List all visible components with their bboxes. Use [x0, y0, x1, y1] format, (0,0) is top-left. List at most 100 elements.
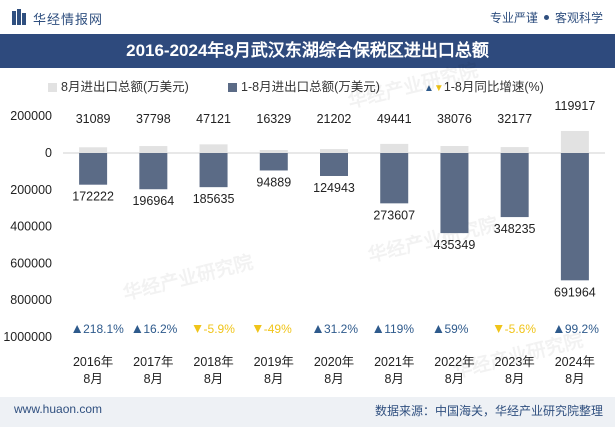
- tagline: 专业严谨 客观科学: [490, 9, 603, 26]
- monthly-bar-2: [199, 144, 228, 153]
- chart-title: 2016-2024年8月武汉东湖综合保税区进出口总额: [126, 41, 489, 60]
- growth-value-label-5: 119%: [384, 322, 414, 336]
- data-source: 数据来源：中国海关，华经产业研究院整理: [374, 404, 603, 418]
- growth-down-triangle-icon-2: [193, 325, 202, 333]
- monthly-value-label-6: 38076: [437, 112, 472, 126]
- y-tick-label-5: 800000: [10, 293, 52, 307]
- legend-cumulative-swatch: [228, 83, 237, 92]
- growth-up-triangle-icon-8: [554, 325, 563, 333]
- brand-name: 华经情报网: [33, 12, 104, 27]
- tagline-2: 客观科学: [554, 11, 603, 25]
- cumulative-value-label-2: 185635: [193, 192, 235, 206]
- monthly-bar-0: [79, 147, 108, 153]
- chart-legend: 8月进出口总额(万美元) 1-8月进出口总额(万美元) ▲▼1-8月同比增速(%…: [0, 74, 615, 94]
- monthly-value-label-8: 119917: [554, 99, 595, 113]
- x-tick-year-8: 2024年: [555, 355, 595, 369]
- top-bar: 华经情报网 专业严谨 客观科学: [0, 0, 615, 34]
- y-tick-label-3: 400000: [10, 220, 52, 234]
- chart-area: 华经产业研究院华经产业研究院华经产业研究院华经产业研究院200000020000…: [3, 58, 605, 386]
- legend-cumulative: 1-8月进出口总额(万美元): [228, 76, 380, 95]
- cumulative-value-label-3: 94889: [256, 175, 291, 189]
- cumulative-bar-2: [199, 153, 228, 188]
- monthly-value-label-4: 21202: [317, 112, 352, 126]
- x-tick-year-7: 2023年: [495, 355, 535, 369]
- growth-value-label-0: 218.1%: [83, 322, 124, 336]
- tagline-1: 专业严谨: [489, 11, 538, 25]
- growth-down-triangle-icon-3: [253, 325, 262, 333]
- monthly-bar-8: [560, 130, 589, 153]
- cumulative-value-label-5: 273607: [373, 208, 415, 222]
- dot-icon: [543, 15, 549, 21]
- growth-up-triangle-icon-5: [374, 325, 383, 333]
- x-tick-month-6: 8月: [445, 372, 464, 386]
- y-tick-label-4: 600000: [10, 256, 52, 270]
- x-tick-month-5: 8月: [384, 372, 403, 386]
- growth-value-label-2: -5.9%: [204, 322, 236, 336]
- growth-down-triangle-icon-7: [494, 325, 503, 333]
- y-tick-label-1: 0: [45, 146, 52, 160]
- cumulative-value-label-8: 691964: [554, 285, 596, 299]
- cumulative-bar-8: [560, 153, 589, 281]
- x-tick-month-1: 8月: [144, 372, 163, 386]
- x-tick-year-5: 2021年: [374, 355, 414, 369]
- x-tick-year-3: 2019年: [254, 355, 294, 369]
- x-tick-month-4: 8月: [324, 372, 343, 386]
- monthly-bar-7: [500, 147, 529, 153]
- monthly-bar-1: [139, 146, 168, 153]
- cumulative-bar-3: [259, 153, 288, 171]
- growth-up-triangle-icon-6: [434, 325, 443, 333]
- cumulative-value-label-7: 348235: [494, 222, 536, 236]
- growth-up-triangle-icon-1: [133, 325, 142, 333]
- legend-monthly-label: 8月进出口总额(万美元): [61, 80, 189, 94]
- monthly-bar-5: [380, 143, 409, 153]
- monthly-bar-6: [440, 145, 469, 153]
- legend-up-triangle-icon: ▲: [424, 83, 434, 94]
- monthly-value-label-3: 16329: [256, 112, 291, 126]
- watermark-0: 华经产业研究院: [346, 58, 481, 112]
- growth-value-label-4: 31.2%: [324, 322, 358, 336]
- growth-up-triangle-icon-4: [314, 325, 322, 333]
- growth-up-triangle-icon-0: [73, 325, 82, 333]
- legend-growth: ▲▼1-8月同比增速(%): [424, 76, 544, 95]
- growth-value-label-8: 99.2%: [565, 322, 599, 336]
- cumulative-value-label-6: 435349: [434, 238, 476, 252]
- monthly-bar-4: [320, 149, 348, 153]
- cumulative-bar-5: [380, 153, 409, 204]
- cumulative-value-label-4: 124943: [313, 181, 355, 195]
- legend-cumulative-label: 1-8月进出口总额(万美元): [241, 80, 380, 94]
- growth-value-label-7: -5.6%: [505, 322, 537, 336]
- x-tick-year-1: 2017年: [133, 355, 173, 369]
- growth-value-label-3: -49%: [264, 322, 292, 336]
- logo-icon: [12, 9, 26, 25]
- cumulative-value-label-0: 172222: [72, 190, 114, 204]
- monthly-value-label-7: 32177: [497, 112, 532, 126]
- legend-down-triangle-icon: ▼: [433, 83, 444, 94]
- cumulative-value-label-1: 196964: [132, 194, 174, 208]
- x-tick-year-4: 2020年: [314, 355, 354, 369]
- growth-value-label-1: 16.2%: [143, 322, 177, 336]
- x-tick-year-2: 2018年: [193, 355, 233, 369]
- watermark-1: 华经产业研究院: [121, 250, 256, 304]
- x-tick-month-2: 8月: [204, 372, 223, 386]
- website-link[interactable]: www.huaon.com: [14, 402, 103, 416]
- cumulative-bar-0: [79, 153, 108, 185]
- cumulative-bar-1: [139, 153, 168, 190]
- x-tick-month-0: 8月: [83, 372, 102, 386]
- monthly-value-label-1: 37798: [136, 112, 171, 126]
- cumulative-bar-4: [320, 153, 348, 176]
- x-tick-year-6: 2022年: [434, 355, 474, 369]
- cumulative-bar-7: [500, 153, 529, 218]
- monthly-value-label-2: 47121: [196, 112, 231, 126]
- growth-value-label-6: 59%: [444, 322, 468, 336]
- monthly-value-label-0: 31089: [76, 112, 111, 126]
- x-tick-month-8: 8月: [565, 372, 584, 386]
- y-tick-label-2: 200000: [10, 183, 52, 197]
- x-tick-year-0: 2016年: [73, 355, 113, 369]
- monthly-bar-3: [259, 149, 288, 153]
- footer: www.huaon.com 数据来源：中国海关，华经产业研究院整理: [0, 397, 615, 427]
- cumulative-bar-6: [440, 153, 469, 234]
- x-tick-month-7: 8月: [505, 372, 524, 386]
- y-tick-label-0: 200000: [10, 109, 52, 123]
- legend-growth-label: 1-8月同比增速(%): [443, 80, 544, 94]
- monthly-value-label-5: 49441: [377, 112, 412, 126]
